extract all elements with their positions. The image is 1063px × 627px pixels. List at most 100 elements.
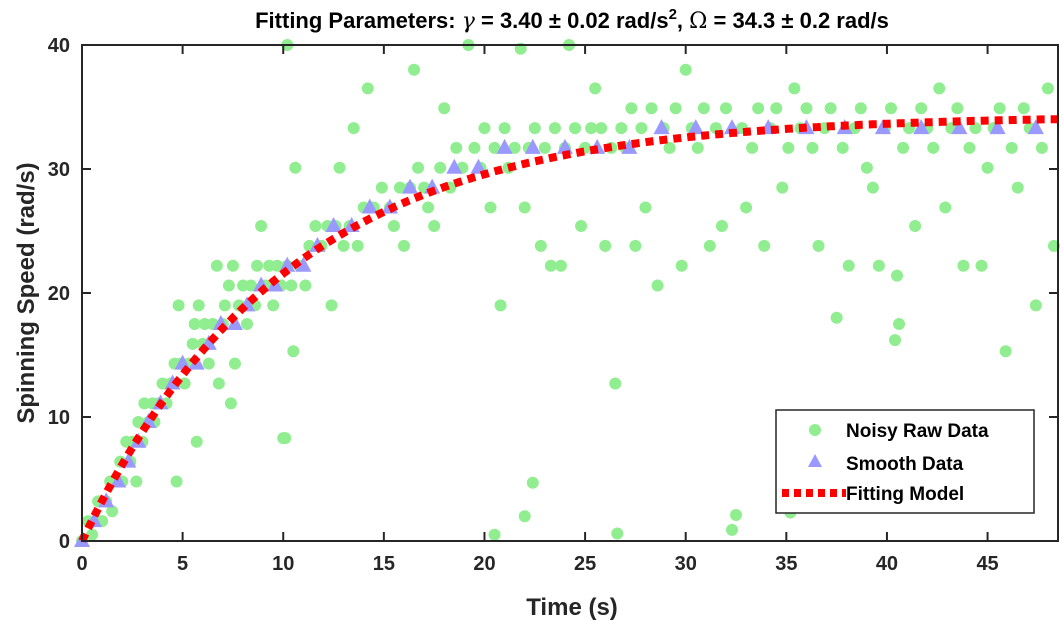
raw-data-point: [86, 528, 99, 541]
raw-data-point: [897, 141, 910, 154]
raw-data-point: [585, 122, 598, 135]
smooth-data-point: [174, 354, 191, 370]
raw-data-point: [1029, 299, 1042, 312]
raw-data-point: [287, 345, 300, 358]
ticks: 0 5 10 15 20 25 30 35 40 45 0 10 20 30 40: [48, 35, 1058, 575]
raw-data-point: [428, 220, 441, 233]
smooth-data-point: [1027, 119, 1044, 135]
x-tick-label: 45: [976, 553, 998, 575]
raw-data-point: [999, 345, 1012, 358]
chart-title: Fitting Parameters: γ = 3.40 ± 0.02 rad/…: [255, 6, 889, 34]
smooth-data-point: [446, 158, 463, 174]
raw-data-point: [130, 475, 143, 488]
smooth-data-point: [913, 119, 930, 135]
raw-data-point: [538, 141, 551, 154]
raw-data-point: [1011, 181, 1024, 194]
raw-data-point: [1041, 82, 1054, 95]
plot-content: [74, 39, 1060, 547]
raw-data-point: [412, 161, 425, 174]
raw-data-point: [725, 523, 738, 536]
raw-data-point: [202, 357, 215, 370]
y-tick-label: 40: [48, 35, 70, 57]
raw-data-point: [488, 528, 501, 541]
raw-data-point: [255, 220, 268, 233]
raw-data-point: [218, 299, 231, 312]
smooth-data-point: [496, 138, 513, 154]
raw-data-point: [625, 102, 638, 115]
raw-data-point: [639, 201, 652, 214]
title-omega-value: = 34.3 ± 0.2 rad/s: [707, 8, 888, 33]
smooth-data-point: [653, 119, 670, 135]
raw-data-point: [589, 82, 602, 95]
raw-data-point: [192, 299, 205, 312]
raw-data-point: [595, 122, 608, 135]
raw-data-point: [951, 102, 964, 115]
x-tick-label: 40: [876, 553, 898, 575]
smooth-data-point: [621, 138, 638, 154]
raw-data-point: [1047, 239, 1060, 252]
raw-data-point: [854, 102, 867, 115]
x-tick-label: 20: [473, 553, 495, 575]
y-tick-label: 20: [48, 283, 70, 305]
raw-data-point: [279, 432, 292, 445]
raw-data-point: [629, 239, 642, 252]
raw-data-point: [758, 239, 771, 252]
raw-data-point: [812, 239, 825, 252]
raw-data-point: [228, 357, 241, 370]
raw-data-point: [212, 377, 225, 390]
raw-data-point: [299, 279, 312, 292]
raw-data-point: [518, 201, 531, 214]
y-axis-label: Spinning Speed (rad/s): [13, 162, 40, 423]
x-tick-label: 15: [373, 553, 395, 575]
raw-data-point: [190, 435, 203, 448]
raw-data-point: [518, 510, 531, 523]
smooth-data-point: [402, 178, 419, 194]
series-smooth-data: [74, 119, 1044, 547]
raw-data-point: [927, 141, 940, 154]
raw-data-point: [615, 122, 628, 135]
raw-data-point: [226, 259, 239, 272]
legend: Noisy Raw Data Smooth Data Fitting Model: [775, 409, 1035, 514]
raw-data-point: [222, 279, 235, 292]
raw-data-point: [534, 239, 547, 252]
raw-data-point: [528, 122, 541, 135]
raw-data-point: [609, 377, 622, 390]
raw-data-point: [245, 279, 258, 292]
raw-data-point: [909, 220, 922, 233]
y-tick-label: 30: [48, 159, 70, 181]
raw-data-point: [575, 220, 588, 233]
raw-data-point: [224, 397, 237, 410]
title-gamma-exponent: 2: [669, 6, 677, 23]
raw-data-point: [740, 201, 753, 214]
raw-data-point: [347, 122, 360, 135]
raw-data-point: [651, 279, 664, 292]
raw-data-point: [267, 299, 280, 312]
raw-data-point: [884, 102, 897, 115]
raw-data-point: [981, 161, 994, 174]
raw-data-point: [526, 476, 539, 489]
raw-data-point: [730, 508, 743, 521]
raw-data-point: [241, 318, 254, 330]
y-tick-label: 10: [48, 407, 70, 429]
legend-marker-raw: [809, 424, 821, 436]
raw-data-point: [697, 102, 710, 115]
x-tick-label: 0: [76, 553, 87, 575]
raw-data-point: [669, 102, 682, 115]
raw-data-point: [645, 102, 658, 115]
smooth-data-point: [325, 217, 342, 233]
raw-data-point: [186, 337, 199, 350]
raw-data-point: [289, 161, 302, 174]
smooth-data-point: [279, 256, 296, 272]
raw-data-point: [776, 181, 789, 194]
raw-data-point: [508, 141, 521, 154]
raw-data-point: [325, 299, 338, 312]
raw-data-point: [635, 122, 648, 135]
raw-data-point: [1035, 141, 1048, 154]
smooth-data-point: [470, 158, 487, 174]
title-gamma-value: = 3.40 ± 0.02 rad/s: [475, 8, 669, 33]
raw-data-point: [548, 122, 561, 135]
legend-marker-smooth: [808, 454, 822, 467]
legend-label-smooth: Smooth Data: [846, 454, 964, 475]
raw-data-point: [830, 311, 843, 324]
raw-data-point: [188, 318, 201, 330]
